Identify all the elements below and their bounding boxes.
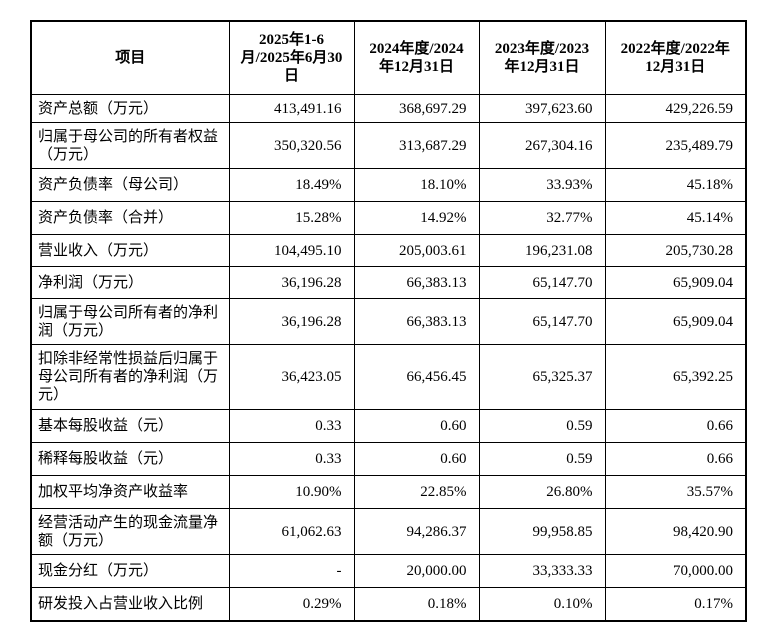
value-cell: 429,226.59 bbox=[604, 94, 747, 123]
value-cell: 0.33 bbox=[228, 409, 355, 443]
header-cell: 2024年度/2024年12月31日 bbox=[353, 20, 480, 95]
value-cell: 104,495.10 bbox=[228, 234, 355, 267]
table-row: 基本每股收益（元） 0.33 0.60 0.59 0.66 bbox=[30, 409, 747, 443]
table-row: 资产负债率（合并） 15.28% 14.92% 32.77% 45.14% bbox=[30, 201, 747, 235]
value-cell: 65,909.04 bbox=[604, 298, 747, 345]
value-cell: 66,383.13 bbox=[353, 298, 480, 345]
row-label: 归属于母公司的所有者权益（万元） bbox=[30, 122, 230, 169]
table-row: 稀释每股收益（元） 0.33 0.60 0.59 0.66 bbox=[30, 442, 747, 476]
header-cell: 2025年1-6月/2025年6月30日 bbox=[228, 20, 355, 95]
value-cell: 0.18% bbox=[353, 587, 480, 621]
row-label: 现金分红（万元） bbox=[30, 554, 230, 588]
value-cell: 65,392.25 bbox=[604, 344, 747, 410]
value-cell: 397,623.60 bbox=[478, 94, 606, 123]
row-label: 资产负债率（母公司） bbox=[30, 168, 230, 202]
value-cell: 20,000.00 bbox=[353, 554, 480, 588]
value-cell: 0.10% bbox=[478, 587, 606, 621]
value-cell: 235,489.79 bbox=[604, 122, 747, 169]
value-cell: 0.60 bbox=[353, 409, 480, 443]
value-cell: 65,147.70 bbox=[478, 266, 606, 299]
row-label: 基本每股收益（元） bbox=[30, 409, 230, 443]
header-cell: 2022年度/2022年12月31日 bbox=[604, 20, 747, 95]
header-cell: 2023年度/2023年12月31日 bbox=[478, 20, 606, 95]
row-label: 归属于母公司所有者的净利润（万元） bbox=[30, 298, 230, 345]
value-cell: 0.66 bbox=[604, 409, 747, 443]
table-row: 资产总额（万元） 413,491.16 368,697.29 397,623.60 42… bbox=[30, 94, 747, 123]
value-cell: 0.59 bbox=[478, 442, 606, 476]
value-cell: 0.17% bbox=[604, 587, 747, 621]
value-cell: 267,304.16 bbox=[478, 122, 606, 169]
value-cell: 18.10% bbox=[353, 168, 480, 202]
value-cell: 0.33 bbox=[228, 442, 355, 476]
header-row: 项目 2025年1-6月/2025年6月30日 2024年度/2024年12月31日… bbox=[30, 20, 747, 95]
row-label: 扣除非经常性损益后归属于母公司所有者的净利润（万元） bbox=[30, 344, 230, 410]
value-cell: 0.66 bbox=[604, 442, 747, 476]
value-cell: 413,491.16 bbox=[228, 94, 355, 123]
table-row: 资产负债率（母公司） 18.49% 18.10% 33.93% 45.18% bbox=[30, 168, 747, 202]
row-label: 资产负债率（合并） bbox=[30, 201, 230, 235]
financial-table: 项目 2025年1-6月/2025年6月30日 2024年度/2024年12月31日… bbox=[30, 20, 747, 622]
table-row: 现金分红（万元） -20,000.00 33,333.33 70,000.00 bbox=[30, 554, 747, 588]
value-cell: 65,909.04 bbox=[604, 266, 747, 299]
table-row: 归属于母公司的所有者权益（万元） 350,320.56 313,687.29 267,… bbox=[30, 122, 747, 169]
value-cell: 94,286.37 bbox=[353, 508, 480, 555]
value-cell: - bbox=[228, 554, 355, 588]
value-cell: 0.29% bbox=[228, 587, 355, 621]
value-cell: 313,687.29 bbox=[353, 122, 480, 169]
value-cell: 70,000.00 bbox=[604, 554, 747, 588]
value-cell: 66,456.45 bbox=[353, 344, 480, 410]
value-cell: 26.80% bbox=[478, 475, 606, 509]
table-row: 研发投入占营业收入比例 0.29% 0.18% 0.10% 0.17% bbox=[30, 587, 747, 621]
value-cell: 368,697.29 bbox=[353, 94, 480, 123]
value-cell: 36,196.28 bbox=[228, 298, 355, 345]
value-cell: 36,423.05 bbox=[228, 344, 355, 410]
table-row: 营业收入（万元） 104,495.10 205,003.61 196,231.08 20… bbox=[30, 234, 747, 267]
table-row: 净利润（万元） 36,196.28 66,383.13 65,147.70 65,909… bbox=[30, 266, 747, 299]
value-cell: 45.18% bbox=[604, 168, 747, 202]
table-row: 加权平均净资产收益率 10.90% 22.85% 26.80% 35.57% bbox=[30, 475, 747, 509]
value-cell: 65,147.70 bbox=[478, 298, 606, 345]
value-cell: 33.93% bbox=[478, 168, 606, 202]
table-row: 归属于母公司所有者的净利润（万元） 36,196.28 66,383.13 65,14… bbox=[30, 298, 747, 345]
value-cell: 350,320.56 bbox=[228, 122, 355, 169]
value-cell: 98,420.90 bbox=[604, 508, 747, 555]
value-cell: 33,333.33 bbox=[478, 554, 606, 588]
value-cell: 61,062.63 bbox=[228, 508, 355, 555]
value-cell: 18.49% bbox=[228, 168, 355, 202]
value-cell: 0.59 bbox=[478, 409, 606, 443]
value-cell: 99,958.85 bbox=[478, 508, 606, 555]
table-row: 经营活动产生的现金流量净额（万元） 61,062.63 94,286.37 99,95… bbox=[30, 508, 747, 555]
value-cell: 14.92% bbox=[353, 201, 480, 235]
value-cell: 35.57% bbox=[604, 475, 747, 509]
value-cell: 36,196.28 bbox=[228, 266, 355, 299]
row-label: 净利润（万元） bbox=[30, 266, 230, 299]
row-label: 资产总额（万元） bbox=[30, 94, 230, 123]
value-cell: 66,383.13 bbox=[353, 266, 480, 299]
value-cell: 196,231.08 bbox=[478, 234, 606, 267]
row-label: 营业收入（万元） bbox=[30, 234, 230, 267]
value-cell: 15.28% bbox=[228, 201, 355, 235]
row-label: 经营活动产生的现金流量净额（万元） bbox=[30, 508, 230, 555]
row-label: 稀释每股收益（元） bbox=[30, 442, 230, 476]
table-row: 扣除非经常性损益后归属于母公司所有者的净利润（万元） 36,423.05 66,45… bbox=[30, 344, 747, 410]
row-label: 加权平均净资产收益率 bbox=[30, 475, 230, 509]
value-cell: 205,003.61 bbox=[353, 234, 480, 267]
value-cell: 22.85% bbox=[353, 475, 480, 509]
value-cell: 205,730.28 bbox=[604, 234, 747, 267]
value-cell: 65,325.37 bbox=[478, 344, 606, 410]
value-cell: 45.14% bbox=[604, 201, 747, 235]
value-cell: 32.77% bbox=[478, 201, 606, 235]
value-cell: 0.60 bbox=[353, 442, 480, 476]
row-label: 研发投入占营业收入比例 bbox=[30, 587, 230, 621]
value-cell: 10.90% bbox=[228, 475, 355, 509]
header-cell: 项目 bbox=[30, 20, 230, 95]
